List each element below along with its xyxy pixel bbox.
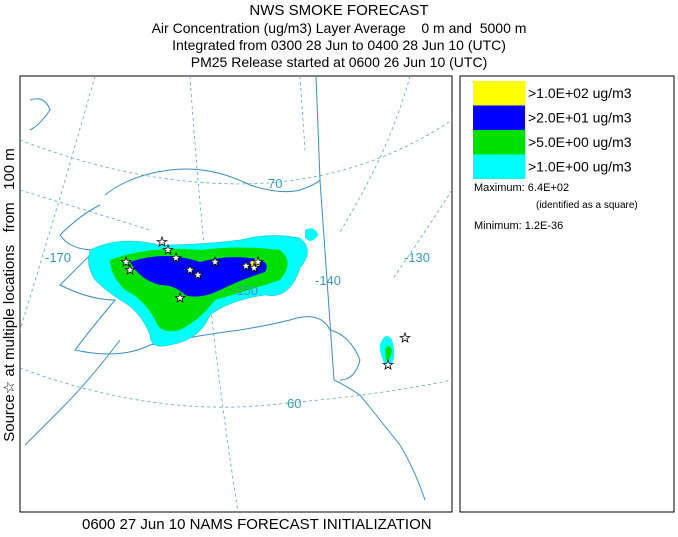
minimum: Minimum: 1.2E-36 bbox=[474, 220, 563, 232]
map-label: 60 bbox=[287, 396, 301, 411]
subtitle: PM25 Release started at 0600 26 Jun 10 (… bbox=[191, 54, 488, 70]
legend-swatch bbox=[473, 130, 525, 155]
side-label: Source☆ at multiple locations from 100 m bbox=[1, 148, 18, 442]
maximum-note: (identified as a square) bbox=[536, 200, 638, 211]
title: NWS SMOKE FORECAST bbox=[249, 2, 428, 19]
legend-label: >2.0E+01 ug/m3 bbox=[528, 110, 632, 126]
map-label: -170 bbox=[45, 250, 71, 265]
legend-swatch bbox=[473, 81, 525, 106]
legend-swatch bbox=[473, 154, 525, 179]
subtitle: Air Concentration (ug/m3) Layer Average … bbox=[152, 20, 527, 36]
legend-label: >1.0E+00 ug/m3 bbox=[528, 159, 632, 175]
map-label: -140 bbox=[315, 273, 341, 288]
legend-label: >1.0E+02 ug/m3 bbox=[528, 85, 632, 101]
maximum: Maximum: 6.4E+02 bbox=[474, 182, 569, 194]
map: -170 -150 -140 -130 70 60 bbox=[19, 75, 453, 513]
map-label: -130 bbox=[404, 250, 430, 265]
footer: 0600 27 Jun 10 NAMS FORECAST INITIALIZAT… bbox=[82, 516, 432, 532]
legend: Maximum: 6.4E+02 (identified as a square… bbox=[459, 75, 675, 513]
graticule bbox=[19, 75, 453, 513]
subtitle: Integrated from 0300 28 Jun to 0400 28 J… bbox=[172, 37, 506, 53]
map-label: -150 bbox=[232, 283, 258, 298]
legend-label: >5.0E+00 ug/m3 bbox=[528, 134, 632, 150]
legend-swatch bbox=[473, 105, 525, 130]
map-label: 70 bbox=[268, 176, 282, 191]
